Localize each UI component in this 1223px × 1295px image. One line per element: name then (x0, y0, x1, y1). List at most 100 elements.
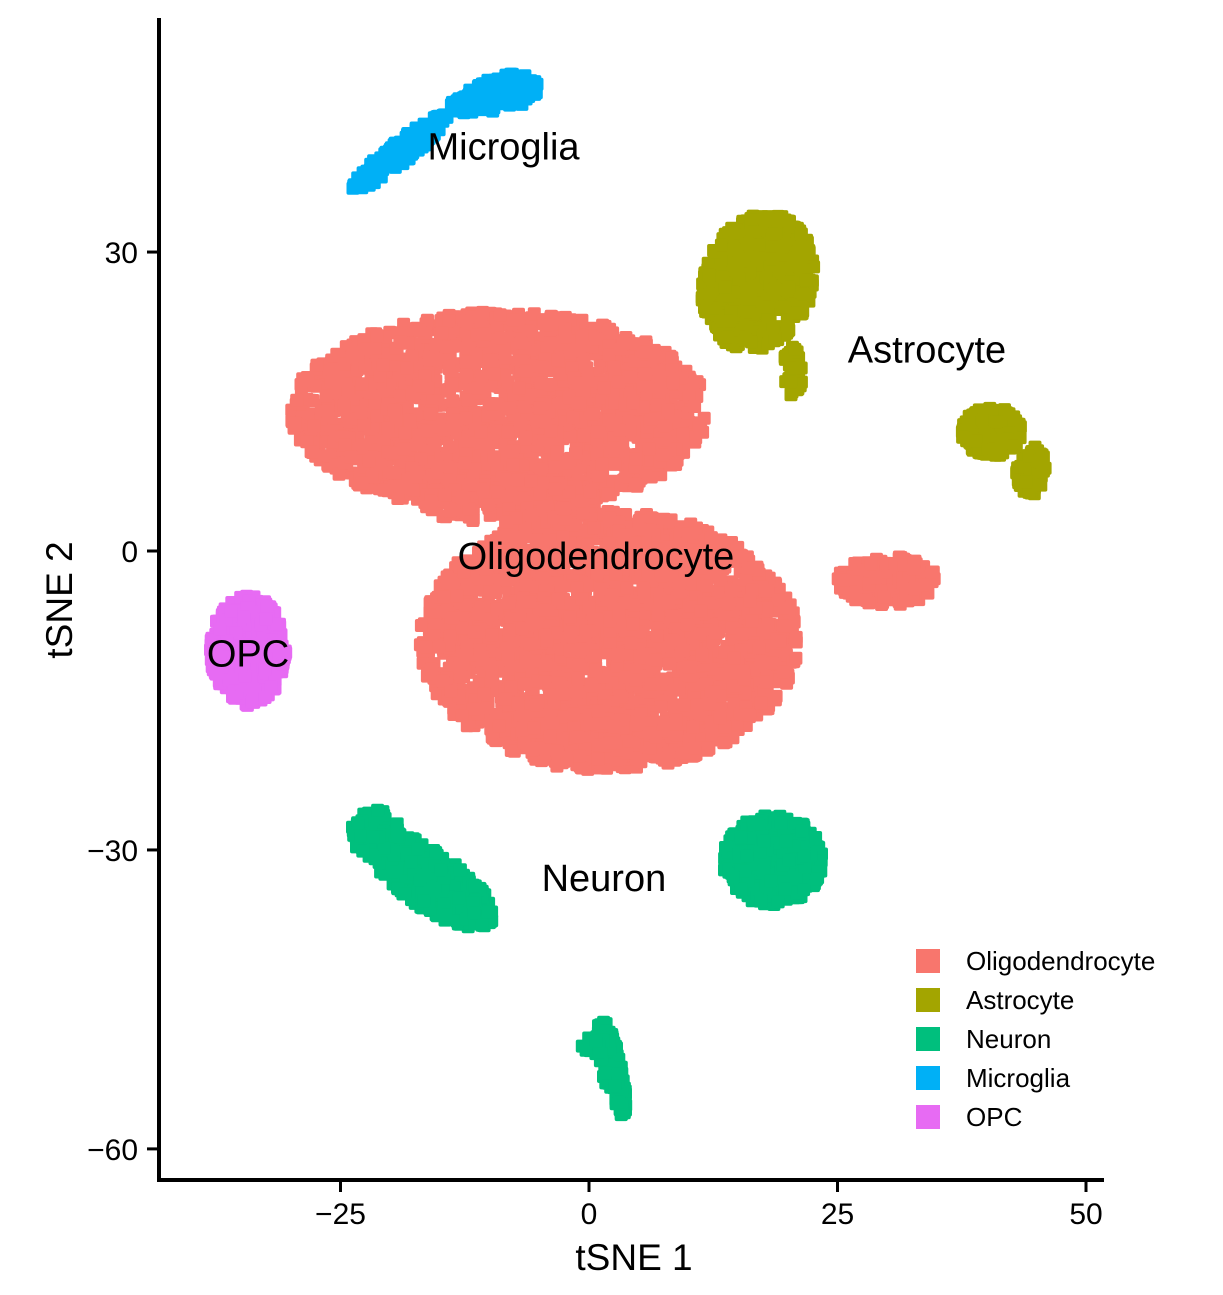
data-point (672, 577, 686, 590)
data-point (668, 717, 681, 731)
data-point (307, 419, 321, 433)
data-point (519, 578, 533, 592)
data-point (487, 367, 501, 381)
data-point (538, 603, 551, 617)
data-point (563, 429, 577, 443)
data-point (432, 640, 446, 654)
data-point (446, 394, 460, 408)
data-point (304, 445, 318, 459)
data-point (469, 350, 483, 363)
data-point (443, 440, 456, 454)
data-point (501, 425, 515, 439)
data-point (453, 658, 467, 672)
data-point (702, 697, 716, 711)
data-point (626, 617, 640, 631)
data-point (430, 687, 444, 701)
data-point (442, 314, 456, 328)
data-point (525, 509, 539, 522)
data-point (707, 685, 721, 699)
data-point (410, 467, 424, 480)
data-point (481, 701, 494, 715)
data-point (664, 513, 678, 527)
data-point (677, 698, 691, 712)
data-point (743, 594, 757, 608)
data-point (472, 607, 485, 621)
data-point (662, 657, 676, 671)
data-point (326, 362, 339, 376)
data-point (338, 438, 352, 452)
data-point (690, 698, 704, 712)
data-point (443, 630, 457, 643)
data-point (288, 416, 302, 430)
data-point (423, 407, 437, 421)
data-point (398, 426, 412, 440)
data-point (376, 358, 390, 372)
data-point (646, 511, 659, 525)
data-point (534, 462, 548, 476)
data-point (460, 315, 474, 328)
data-point (789, 651, 803, 665)
data-point (789, 630, 803, 644)
data-point (759, 675, 773, 689)
data-point (551, 592, 565, 606)
data-point (331, 374, 345, 387)
data-point (908, 582, 922, 595)
data-point (425, 663, 439, 676)
data-point (586, 407, 600, 421)
data-point (344, 450, 358, 464)
data-point (490, 485, 503, 499)
data-point (741, 561, 755, 575)
data-point (321, 409, 335, 422)
data-point (724, 584, 738, 598)
data-point (665, 609, 679, 623)
data-point (435, 326, 449, 340)
data-point (481, 498, 494, 512)
data-point (506, 458, 520, 472)
data-point (548, 482, 562, 496)
data-point (468, 462, 482, 476)
data-point (475, 369, 489, 383)
data-point (533, 401, 547, 415)
data-point (523, 595, 537, 609)
data-point (476, 653, 490, 666)
data-point (582, 624, 596, 638)
data-point (499, 692, 513, 706)
data-point (649, 653, 662, 667)
data-point (494, 331, 508, 345)
data-point (676, 427, 690, 441)
data-point (373, 369, 387, 383)
data-point (355, 476, 369, 490)
data-point (418, 369, 432, 383)
data-point (591, 469, 605, 483)
data-point (306, 394, 320, 407)
data-point (543, 336, 557, 350)
data-point (656, 448, 670, 462)
data-point (387, 403, 401, 417)
data-point (777, 665, 790, 679)
data-point (638, 367, 652, 381)
data-point (612, 375, 626, 389)
data-point (460, 341, 473, 355)
data-point (602, 336, 616, 350)
data-point (577, 429, 591, 443)
data-point (742, 708, 756, 722)
data-point (907, 562, 921, 576)
data-point (500, 515, 514, 529)
data-point (413, 323, 427, 337)
data-point (427, 439, 441, 452)
data-point (925, 565, 939, 579)
data-point (717, 736, 731, 750)
data-point (300, 435, 314, 449)
data-point (752, 641, 766, 655)
data-point (613, 689, 627, 703)
data-point (589, 332, 603, 346)
data-point (680, 618, 694, 632)
data-point (498, 351, 512, 365)
data-point (429, 338, 443, 351)
data-point (446, 611, 460, 625)
data-point (478, 327, 492, 341)
data-point (370, 329, 384, 343)
data-point (356, 438, 369, 452)
data-point (553, 312, 567, 326)
data-point (492, 719, 506, 733)
